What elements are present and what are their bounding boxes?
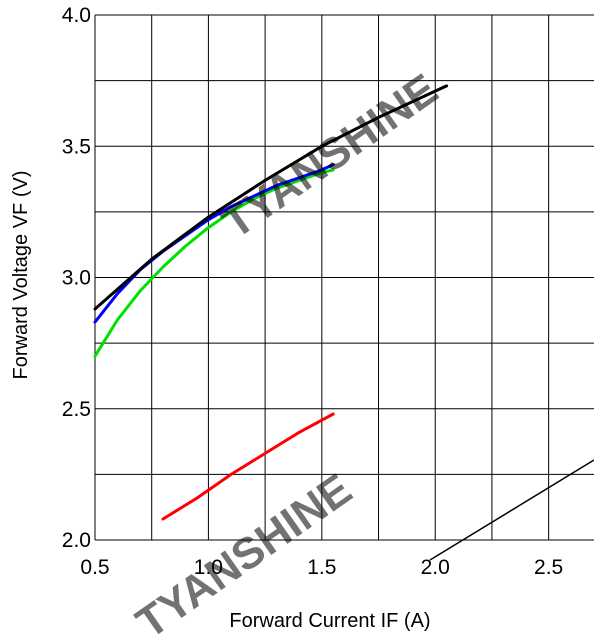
watermark-stroke: [429, 459, 594, 561]
watermark-text-upper: TYANSHINE: [214, 65, 447, 249]
y-axis-title: Forward Voltage VF (V): [10, 171, 32, 380]
x-tick-label: 1.0: [194, 556, 223, 579]
y-tick-labels: 2.0 2.5 3.0 3.5 4.0: [62, 4, 91, 552]
x-tick-labels: 0.5 1.0 1.5 2.0 2.5: [80, 556, 563, 579]
grid: [94, 14, 594, 541]
x-tick-label: 0.5: [80, 556, 109, 579]
series-line-2: [93, 168, 335, 358]
x-tick-label: 1.5: [307, 556, 336, 579]
x-axis-title: Forward Current IF (A): [229, 610, 430, 632]
x-tick-label: 2.0: [421, 556, 450, 579]
y-tick-label: 3.0: [62, 267, 91, 290]
y-tick-label: 3.5: [62, 135, 91, 158]
series-line-4: [93, 84, 449, 311]
y-tick-label: 2.0: [62, 529, 91, 552]
watermark-logo: TYANSHINE TYANSHINE: [128, 65, 594, 641]
series-lines: [93, 84, 449, 521]
series-line-1: [161, 412, 335, 521]
y-tick-label: 2.5: [62, 398, 91, 421]
x-tick-label: 2.5: [534, 556, 563, 579]
y-tick-label: 4.0: [62, 4, 91, 27]
